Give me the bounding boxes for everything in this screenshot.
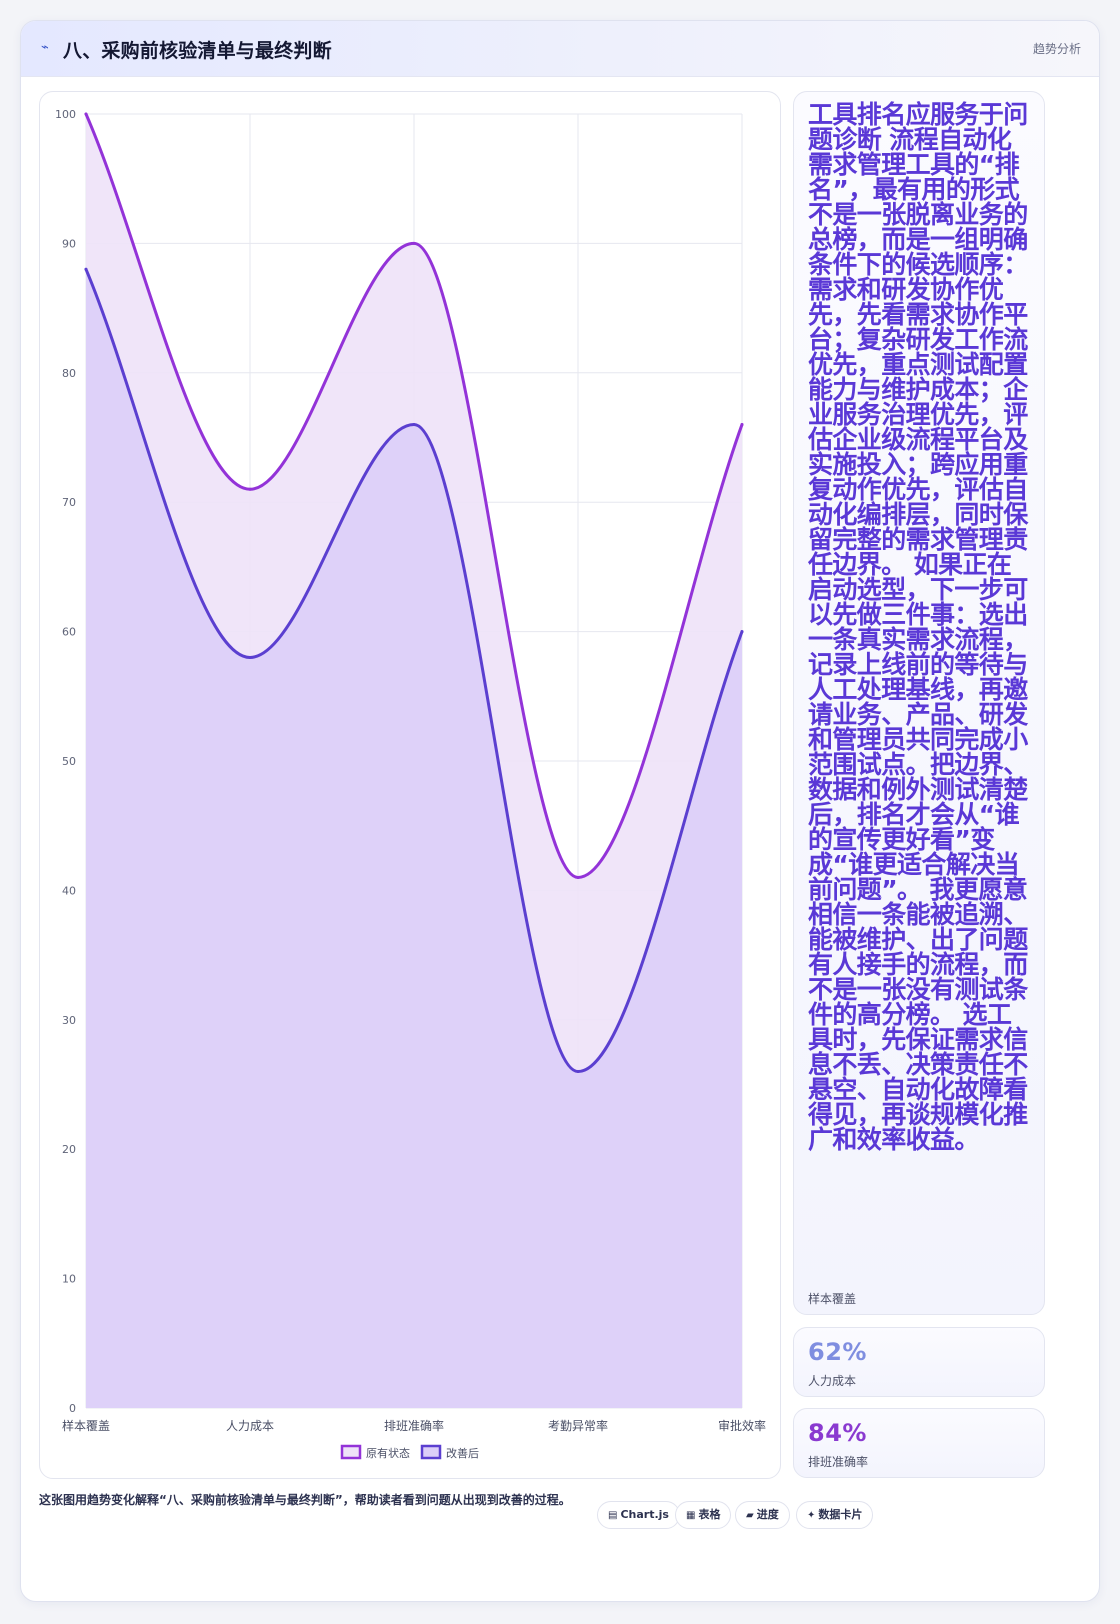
chart-panel: 0 10 20 30 40 50 60 70 80 90 100 样本覆盖 人力成本 排班准确率 考勤异常率… [39, 91, 781, 1479]
tag-table[interactable]: ▦ 表格 [675, 1501, 732, 1529]
tag-label: 表格 [698, 1508, 721, 1521]
data-point [576, 1070, 580, 1074]
tag-label: 数据卡片 [818, 1508, 863, 1521]
data-point [740, 423, 744, 427]
table-icon: ▦ [686, 1510, 696, 1521]
x-tick-label: 考勤异常率 [548, 1418, 608, 1433]
series-line-0 [84, 112, 744, 879]
section-title: 八、采购前核验清单与最终判断 [63, 40, 332, 62]
section-tag: 趋势分析 [1032, 42, 1081, 56]
data-point [412, 423, 416, 427]
y-tick-label: 20 [62, 1143, 76, 1156]
y-tick-label: 40 [62, 884, 76, 897]
kpi-label: 人力成本 [808, 1374, 857, 1388]
summary-label: 样本覆盖 [808, 1292, 857, 1306]
y-tick-label: 100 [55, 108, 76, 121]
report-card: ⌁ 八、采购前核验清单与最终判断 趋势分析 0 10 20 30 40 50 60 70 80 9… [20, 20, 1100, 1602]
data-point [248, 487, 252, 491]
progress-icon: ▰ [746, 1510, 754, 1521]
chart-icon: ▤ [608, 1510, 618, 1521]
tag-progress[interactable]: ▰ 进度 [735, 1501, 790, 1529]
trend-area-chart: 0 10 20 30 40 50 60 70 80 90 100 样本覆盖 人力成本 排班准确率 考勤异常率… [55, 108, 766, 1460]
x-tick-label: 样本覆盖 [62, 1418, 110, 1433]
legend-label: 改善后 [446, 1446, 479, 1460]
y-tick-label: 10 [62, 1273, 76, 1286]
kpi-value: 62% [808, 1338, 867, 1366]
x-tick-label: 人力成本 [226, 1419, 274, 1433]
y-tick-label: 0 [69, 1402, 76, 1415]
legend-swatch [420, 1444, 442, 1460]
y-tick-label: 90 [62, 237, 76, 250]
summary-card: 工具排名应服务于问题诊断 流程自动化需求管理工具的“排名”，最有用的形式不是一张… [793, 91, 1045, 1315]
data-point [248, 655, 252, 659]
y-tick-label: 50 [62, 755, 76, 768]
series-line-1 [84, 267, 744, 1074]
x-tick-label: 审批效率 [718, 1418, 766, 1433]
tag-chartjs[interactable]: ▤ Chart.js [597, 1501, 680, 1529]
kpi-value: 84% [808, 1419, 867, 1447]
y-tick-label: 80 [62, 367, 76, 380]
data-point [740, 630, 744, 634]
data-point [576, 875, 580, 879]
tag-data-card[interactable]: ✦ 数据卡片 [796, 1501, 874, 1529]
data-point [412, 241, 416, 245]
tag-label: Chart.js [620, 1508, 669, 1521]
y-tick-label: 70 [62, 496, 76, 509]
footer-caption: 这张图用趋势变化解释“八、采购前核验清单与最终判断”，帮助读者看到问题从出现到改… [39, 1493, 571, 1507]
y-tick-label: 30 [62, 1014, 76, 1027]
section-header: ⌁ 八、采购前核验清单与最终判断 趋势分析 [21, 21, 1099, 77]
series-area-1 [86, 269, 742, 1408]
tag-label: 进度 [756, 1508, 779, 1521]
kpi-card-labor-cost: 62% 人力成本 [793, 1327, 1045, 1397]
chart-line-icon: ⌁ [41, 40, 49, 55]
sparkle-icon: ✦ [807, 1510, 816, 1521]
data-point [84, 112, 88, 116]
y-tick-label: 60 [62, 626, 76, 639]
kpi-label: 排班准确率 [808, 1455, 869, 1469]
x-tick-label: 排班准确率 [384, 1418, 444, 1433]
legend-label: 原有状态 [366, 1446, 410, 1460]
legend-swatch [340, 1444, 362, 1460]
kpi-card-schedule-accuracy: 84% 排班准确率 [793, 1408, 1045, 1478]
data-point [84, 267, 88, 271]
summary-text: 工具排名应服务于问题诊断 流程自动化需求管理工具的“排名”，最有用的形式不是一张… [808, 100, 1028, 1154]
